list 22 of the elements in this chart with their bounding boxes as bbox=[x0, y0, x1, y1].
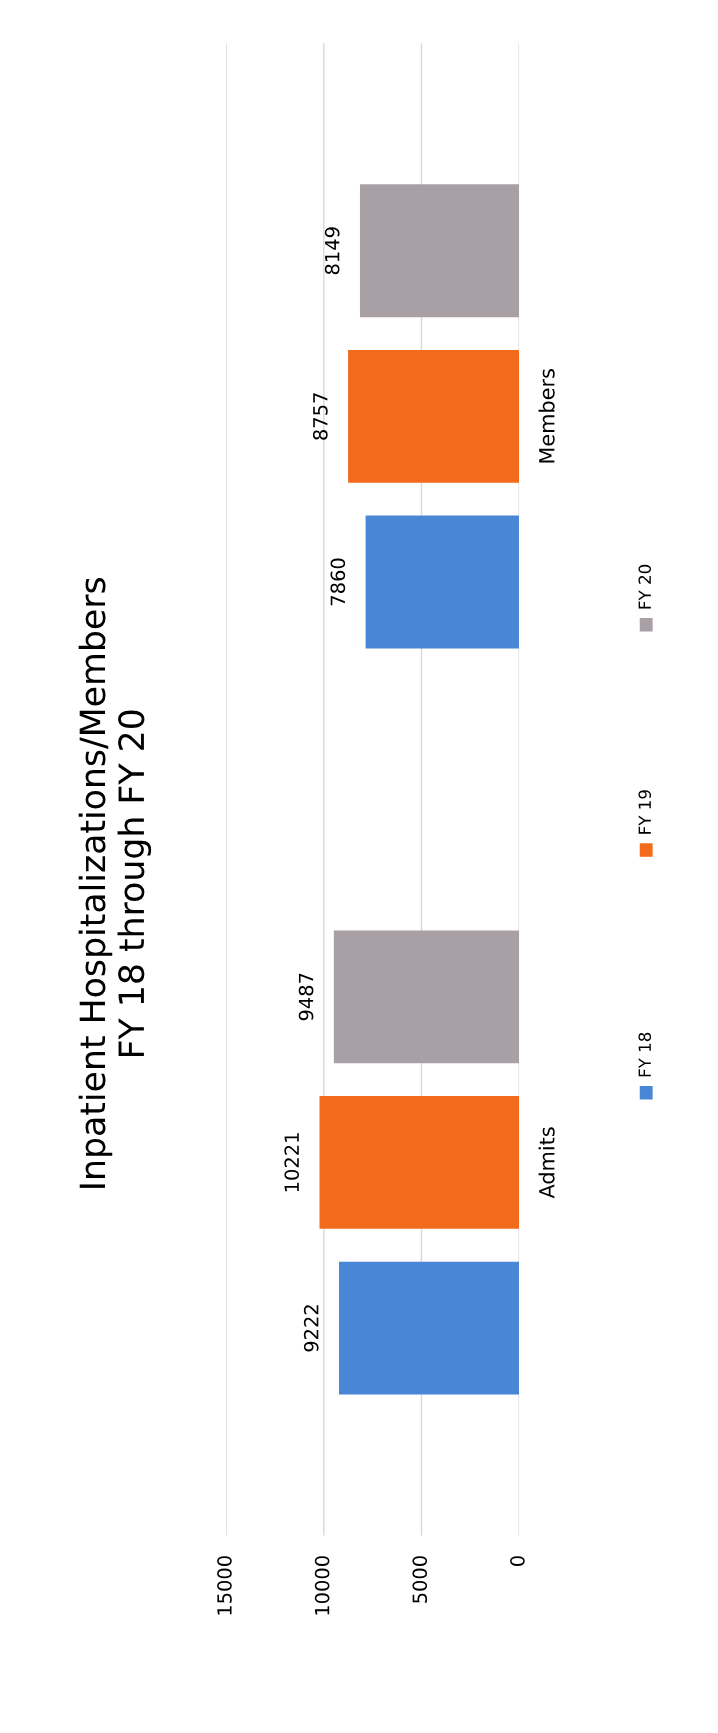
bar bbox=[348, 349, 520, 483]
bar bbox=[319, 1096, 520, 1229]
text: FY 20 bbox=[638, 564, 652, 609]
x-tick-label: 0 bbox=[510, 1556, 525, 1566]
text: FY 19 bbox=[638, 790, 652, 834]
text: FY 18 bbox=[638, 1032, 652, 1077]
bar bbox=[333, 930, 520, 1064]
y-tick-label: Admits bbox=[538, 1127, 555, 1199]
bar bbox=[359, 184, 520, 318]
data-label: 9487 bbox=[298, 973, 314, 1021]
data-label: 7860 bbox=[330, 558, 346, 606]
x-tick-label: 10000 bbox=[314, 1556, 330, 1615]
data-label: 8757 bbox=[312, 393, 328, 440]
bar bbox=[339, 1261, 520, 1395]
y-tick-label: Members bbox=[538, 369, 555, 463]
data-label: 9222 bbox=[303, 1305, 319, 1352]
text: Inpatient Hospitalizations/Members FY 18 through FY 20 bbox=[78, 578, 152, 1188]
x-tick-label: 15000 bbox=[217, 1556, 232, 1615]
x-tick-label: 5000 bbox=[412, 1556, 428, 1603]
data-label: 10221 bbox=[284, 1133, 300, 1192]
bar bbox=[365, 515, 520, 649]
data-label: 8149 bbox=[324, 227, 340, 275]
